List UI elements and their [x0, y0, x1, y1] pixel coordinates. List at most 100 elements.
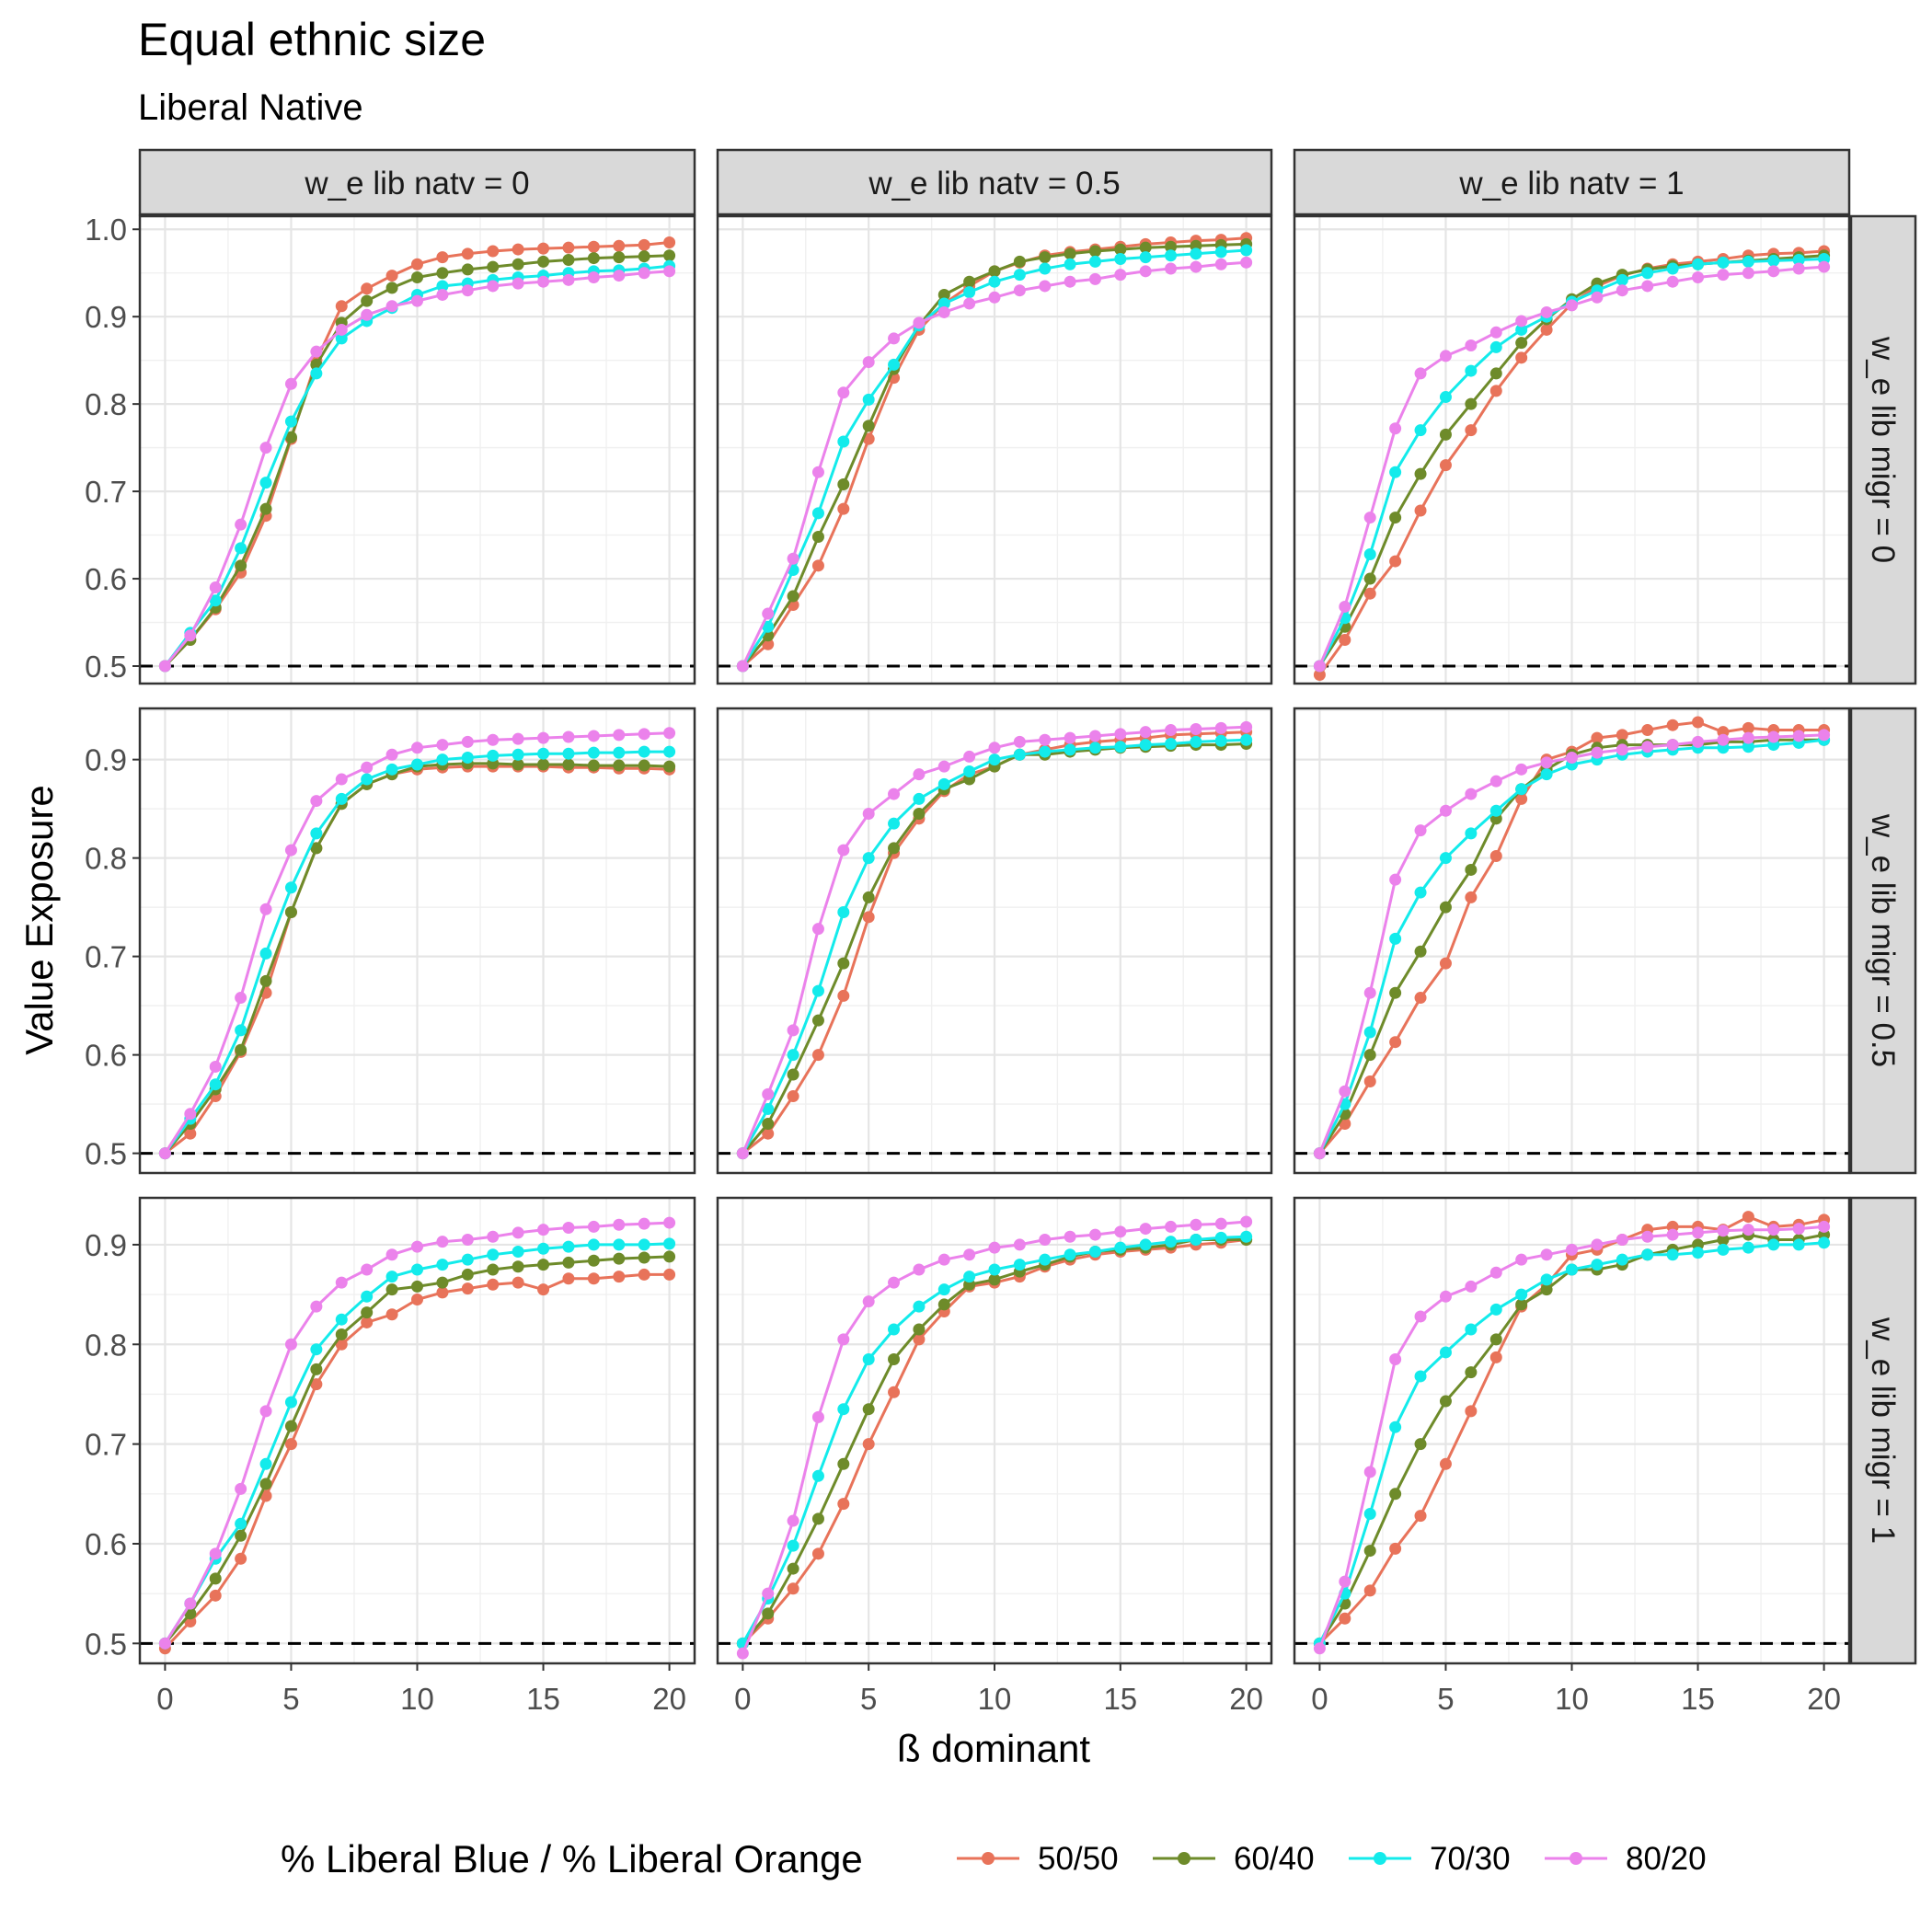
data-point — [284, 1396, 297, 1409]
data-point — [937, 1253, 950, 1266]
data-point — [613, 1252, 626, 1265]
data-point — [411, 742, 423, 754]
data-point — [963, 765, 976, 777]
data-point — [1692, 258, 1705, 270]
data-point — [1389, 422, 1402, 435]
data-point — [862, 393, 875, 406]
data-point — [587, 1272, 600, 1285]
data-point — [1389, 555, 1402, 568]
legend-label: 70/30 — [1430, 1841, 1511, 1877]
data-point — [1088, 730, 1101, 742]
data-point — [811, 466, 824, 478]
data-point — [537, 747, 550, 760]
y-tick-label: 0.8 — [85, 1328, 127, 1362]
data-point — [837, 478, 850, 491]
data-point — [862, 1438, 875, 1451]
data-point — [158, 1147, 171, 1160]
data-point — [787, 1514, 799, 1527]
data-point — [1439, 391, 1452, 404]
data-point — [562, 253, 575, 266]
data-point — [1313, 1642, 1326, 1655]
data-point — [461, 263, 474, 276]
data-point — [587, 270, 600, 283]
data-point — [888, 1353, 901, 1366]
data-point — [385, 1308, 398, 1321]
data-point — [988, 753, 1001, 766]
data-point — [587, 746, 600, 759]
data-point — [811, 1410, 824, 1423]
data-point — [1540, 1283, 1553, 1296]
data-point — [512, 258, 524, 270]
data-point — [762, 1587, 775, 1600]
data-point — [335, 1328, 348, 1340]
data-point — [1240, 720, 1253, 733]
data-point — [1214, 1217, 1227, 1230]
data-point — [638, 1217, 650, 1230]
data-point — [1363, 587, 1376, 600]
data-point — [1214, 721, 1227, 734]
y-tick-label: 0.9 — [85, 300, 127, 334]
data-point — [913, 1263, 926, 1276]
data-point — [235, 518, 247, 531]
data-point — [335, 773, 348, 786]
data-point — [1792, 1223, 1805, 1236]
data-point — [1389, 1488, 1402, 1501]
data-point — [988, 1263, 1001, 1276]
panel — [1293, 214, 1851, 685]
x-tick-label: 20 — [1807, 1682, 1841, 1716]
data-point — [284, 844, 297, 857]
data-point — [1165, 1236, 1178, 1248]
data-point — [537, 242, 550, 255]
column-strip-label: w_e lib natv = 0.5 — [868, 166, 1120, 201]
data-point — [1465, 364, 1478, 377]
data-point — [1489, 367, 1502, 380]
data-point — [411, 1280, 423, 1293]
data-point — [235, 1529, 247, 1542]
data-point — [613, 1271, 626, 1283]
data-point — [1767, 1238, 1780, 1251]
data-point — [1439, 1290, 1452, 1303]
data-point — [1591, 746, 1604, 759]
data-point — [663, 1250, 676, 1263]
data-point — [1363, 1545, 1376, 1558]
y-tick-label: 0.9 — [85, 1228, 127, 1262]
panel: 0.5 0.6 0.7 0.8 0.9 1.0 — [85, 213, 696, 685]
data-point — [988, 265, 1001, 278]
data-point — [1088, 272, 1101, 285]
data-point — [1439, 1395, 1452, 1408]
data-point — [787, 590, 799, 603]
data-point — [1114, 741, 1127, 753]
data-point — [1742, 1211, 1754, 1224]
data-point — [1591, 1259, 1604, 1271]
data-point — [1515, 783, 1528, 796]
data-point — [1363, 572, 1376, 585]
data-point — [913, 1323, 926, 1336]
data-point — [1566, 1263, 1578, 1276]
data-point — [787, 1024, 799, 1037]
data-point — [762, 1118, 775, 1131]
facet-panels: w_e lib natv = 0 w_e lib natv = 0.5 w_e li… — [85, 148, 1917, 1716]
data-point — [1489, 385, 1502, 397]
data-point — [1792, 730, 1805, 742]
data-point — [963, 1271, 976, 1283]
data-point — [1540, 305, 1553, 318]
data-point — [1717, 269, 1730, 282]
data-point — [1165, 1220, 1178, 1233]
data-point — [1114, 1225, 1127, 1238]
data-point — [638, 1251, 650, 1264]
data-point — [1666, 262, 1679, 275]
data-point — [512, 1226, 524, 1239]
data-point — [913, 807, 926, 820]
data-point — [1666, 1248, 1679, 1261]
data-point — [613, 746, 626, 759]
data-point — [361, 1306, 374, 1319]
data-point — [461, 1253, 474, 1266]
data-point — [888, 332, 901, 345]
data-point — [1742, 721, 1754, 734]
data-point — [385, 1271, 398, 1283]
data-point — [613, 1238, 626, 1251]
data-point — [1414, 992, 1427, 1005]
data-point — [1414, 886, 1427, 899]
data-point — [988, 742, 1001, 754]
data-point — [1540, 1273, 1553, 1286]
